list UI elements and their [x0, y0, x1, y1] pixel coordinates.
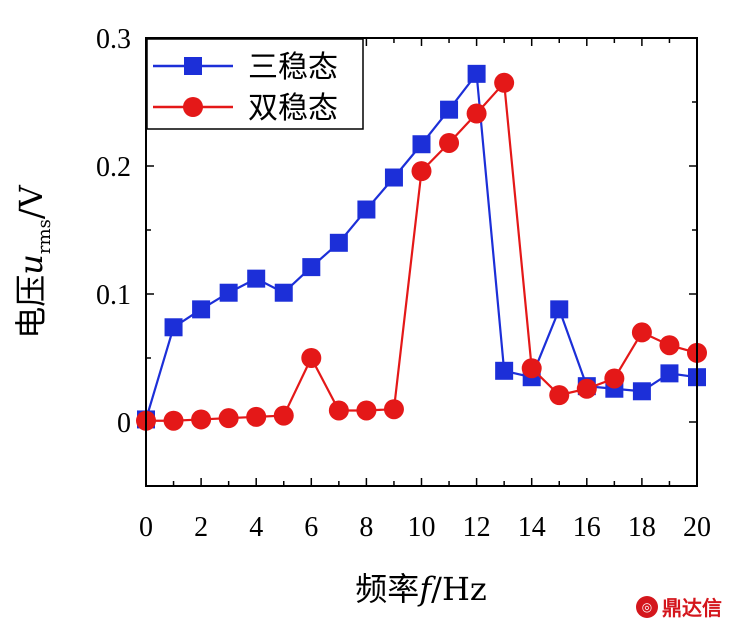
data-point-circle [576, 378, 597, 399]
x-tick-label: 4 [249, 512, 263, 543]
data-point-square [550, 300, 569, 319]
data-point-circle [356, 400, 377, 421]
x-tick-label: 18 [628, 512, 656, 543]
data-point-circle [246, 406, 267, 427]
data-point-circle [659, 335, 680, 356]
x-tick-labels: 0 2 4 6 8 10 12 14 16 18 20 [139, 512, 711, 543]
x-tick-label: 0 [139, 512, 153, 543]
x-tick-label: 12 [463, 512, 491, 543]
x-tick-label: 16 [573, 512, 601, 543]
data-point-circle [411, 161, 432, 182]
legend-label-0: 三稳态 [248, 50, 338, 85]
data-point-circle [218, 408, 239, 429]
data-point-circle [328, 400, 349, 421]
data-point-square [219, 283, 238, 302]
x-tick-label: 6 [304, 512, 318, 543]
data-point-circle [494, 72, 515, 93]
y-tick-label: 0.2 [96, 152, 131, 183]
series-1 [136, 72, 707, 431]
series-layer [136, 64, 707, 431]
data-point-square [329, 233, 348, 252]
x-tick-label: 20 [683, 512, 711, 543]
y-axis-title-suffix: /V [12, 184, 50, 219]
data-point-square [192, 300, 211, 319]
x-axis-title: 频率f/Hz [355, 570, 486, 608]
data-point-circle [549, 385, 570, 406]
data-point-square [357, 200, 376, 219]
watermark: ◎ 鼎达信 [636, 592, 722, 621]
legend-entry-1: 双稳态 [153, 91, 338, 126]
y-axis-title-prefix: 电压 [12, 275, 50, 339]
data-point-square [440, 100, 459, 119]
data-point-circle [273, 405, 294, 426]
watermark-text: 鼎达信 [662, 596, 722, 620]
data-point-circle [383, 399, 404, 420]
legend-entry-0: 三稳态 [153, 50, 338, 85]
legend-box [146, 38, 364, 130]
data-point-square [632, 382, 651, 401]
data-point-square [467, 64, 486, 83]
data-point-square [247, 269, 266, 288]
data-point-circle [301, 348, 322, 368]
x-tick-label: 2 [194, 512, 208, 543]
y-tick-label: 0 [117, 408, 131, 439]
data-point-circle [631, 322, 652, 343]
y-tick-labels: 0 0.1 0.2 0.3 [96, 24, 131, 439]
legend-marker-square-icon [184, 57, 202, 75]
x-axis-title-suffix: /Hz [431, 570, 487, 608]
data-point-square [302, 258, 321, 277]
x-axis-title-prefix: 频率 [355, 570, 419, 608]
x-tick-label: 10 [408, 512, 436, 543]
data-point-square [274, 283, 293, 302]
data-point-circle [439, 132, 460, 153]
data-point-square [660, 364, 679, 383]
data-point-square [495, 361, 514, 380]
dingdaxin-logo-icon: ◎ [636, 595, 658, 618]
data-point-circle [191, 409, 212, 430]
data-point-circle [604, 368, 625, 389]
y-axis-title: 电压urms/V [12, 184, 55, 338]
legend-marker-circle-icon [183, 97, 203, 117]
plot-frame [145, 37, 698, 487]
data-point-circle [163, 410, 184, 431]
data-point-square [384, 168, 403, 187]
legend-label-1: 双稳态 [248, 91, 338, 126]
data-point-square [164, 318, 183, 337]
data-point-circle [466, 103, 487, 124]
y-tick-label: 0.1 [96, 280, 131, 311]
y-tick-label: 0.3 [96, 24, 131, 55]
y-axis-title-italic: u [12, 254, 50, 275]
legend: 三稳态 双稳态 [146, 38, 364, 130]
y-axis-title-sub: rms [34, 219, 55, 254]
x-tick-label: 8 [359, 512, 373, 543]
data-point-circle [521, 358, 542, 379]
x-tick-label: 14 [518, 512, 546, 543]
data-point-square [412, 135, 431, 154]
